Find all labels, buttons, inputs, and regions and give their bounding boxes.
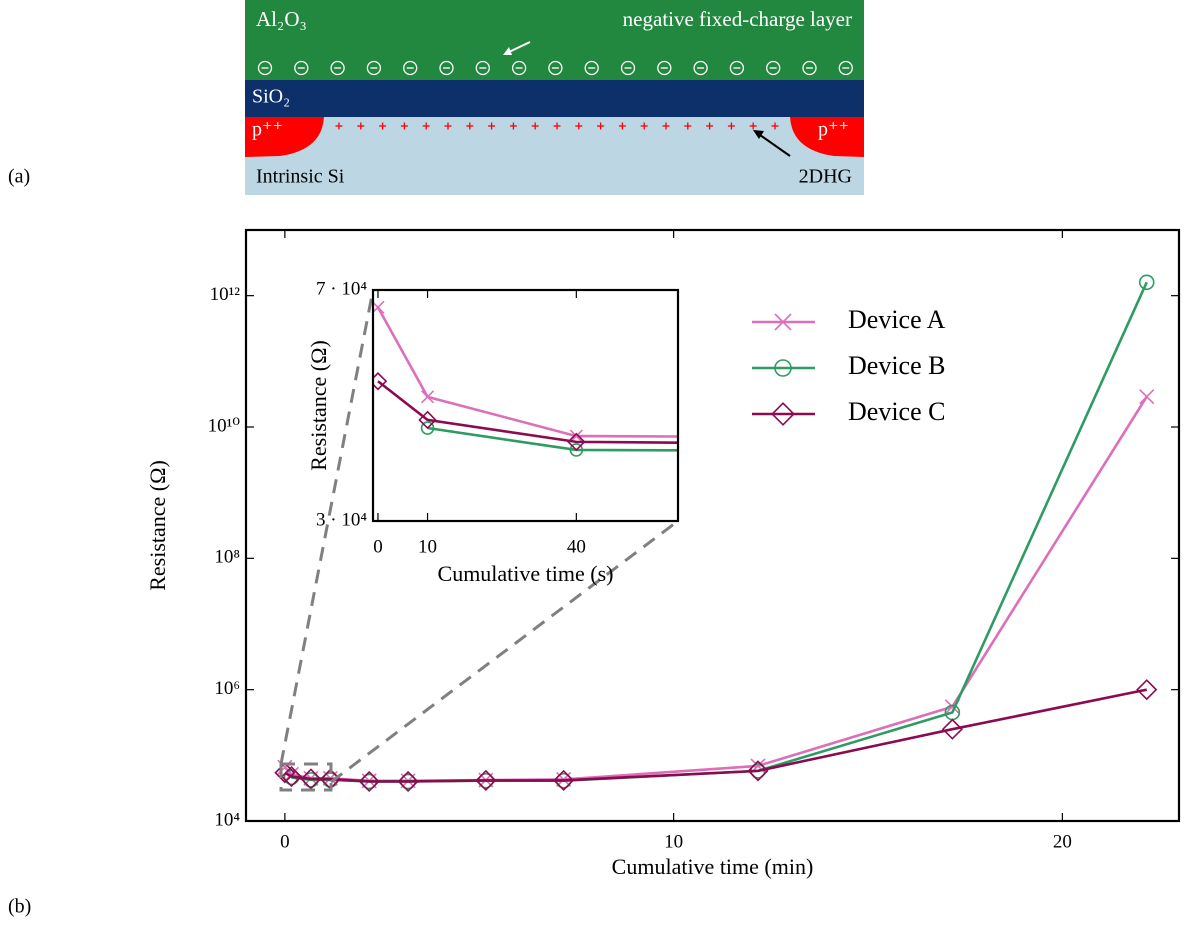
negative-charge: [838, 60, 853, 76]
marker: [420, 390, 435, 404]
x-tick-label: 20: [1053, 831, 1072, 852]
plot-area: [373, 290, 678, 521]
zoom-line: [330, 519, 679, 784]
x-tick-label: 0: [373, 536, 383, 557]
legend-label: Device A: [848, 305, 946, 334]
legend-label: Device C: [848, 397, 945, 426]
charge-symbols: [257, 60, 853, 130]
marker: [1139, 389, 1155, 405]
contact-label: p⁺⁺: [252, 119, 283, 141]
negative-charge: [257, 60, 273, 76]
y-tick-label: 3 · 10⁴: [316, 509, 367, 530]
legend-label: Device B: [848, 351, 945, 380]
contact-label: p⁺⁺: [818, 119, 849, 141]
marker: [358, 770, 380, 793]
x-tick-label: 10: [664, 831, 683, 852]
series-line: [376, 306, 678, 438]
zoom-line: [279, 289, 375, 765]
contact-region: [790, 117, 864, 157]
plot-frame: [244, 228, 1181, 823]
marker: [373, 372, 388, 391]
y-tick-label: 10⁴: [214, 809, 240, 830]
negative-charge: [693, 60, 708, 76]
marker: [280, 765, 303, 788]
y-axis-label: Resistance (Ω): [306, 340, 331, 471]
negative-charge: [802, 60, 817, 76]
x-tick-label: 40: [567, 536, 586, 557]
dielectric-layer: [245, 80, 864, 117]
gas-label: 2DHG: [799, 166, 852, 188]
series-line: [377, 380, 678, 444]
marker: [567, 432, 586, 452]
legend-marker: [774, 359, 792, 377]
legend-marker: [774, 313, 792, 331]
marker: [553, 769, 575, 791]
negative-charge: [511, 60, 527, 76]
marker: [1138, 274, 1155, 291]
contact-region: [245, 117, 324, 157]
x-axis-label: Cumulative time (s): [438, 561, 614, 586]
substrate-label: Intrinsic Si: [256, 166, 345, 188]
marker: [418, 410, 437, 430]
y-tick-label: 10¹⁰: [208, 415, 241, 436]
marker: [274, 762, 296, 784]
zoom-box: [279, 762, 333, 792]
negative-charge: [729, 60, 745, 76]
negative-charge: [294, 60, 309, 76]
marker: [475, 769, 497, 791]
negative-charge: [475, 60, 490, 76]
arrow-head: [503, 47, 512, 55]
arrow-head: [753, 130, 764, 139]
x-tick-label: 0: [280, 831, 290, 852]
marker: [1136, 679, 1158, 701]
y-tick-label: 7 · 10⁴: [316, 278, 367, 299]
arrow: [508, 41, 531, 53]
series-line: [284, 688, 1147, 783]
plot-frame: [371, 288, 680, 523]
substrate: [245, 117, 864, 195]
device-diagram: Al₂O₃ negative fixed-charge layer SiO₂ p…: [245, 0, 864, 195]
x-axis-label: Cumulative time (min): [612, 854, 814, 879]
charge-layer-label: negative fixed-charge layer: [623, 7, 852, 31]
marker: [420, 421, 435, 435]
negative-charge: [657, 60, 672, 76]
series-group: [373, 300, 678, 457]
dielectric-label: SiO₂: [252, 86, 290, 108]
oxide-layer: [245, 0, 864, 80]
zoom-indicator: [279, 289, 679, 792]
negative-charge: [766, 60, 781, 76]
arrow: [759, 134, 791, 157]
x-tick-label: 10: [418, 536, 437, 557]
panel-label: (b): [8, 896, 31, 918]
y-tick-label: 10⁶: [214, 678, 240, 699]
series-group: [274, 274, 1158, 793]
negative-charge: [439, 60, 454, 76]
marker: [569, 443, 584, 457]
marker: [300, 768, 322, 790]
marker: [941, 718, 963, 740]
negative-charge: [366, 60, 382, 76]
marker: [397, 770, 419, 793]
legend-marker: [771, 402, 795, 426]
inset-chart: 0 10 40 3 · 10⁴ 7 · 10⁴ Cumulative time (s) Re…: [306, 278, 680, 586]
y-axis-label: Resistance (Ω): [145, 460, 170, 591]
oxide-label: Al₂O₃: [256, 7, 307, 31]
negative-charge: [403, 60, 418, 76]
y-tick-label: 10⁸: [214, 547, 240, 568]
marker: [747, 760, 769, 782]
negative-charge: [620, 60, 636, 76]
panel-label: (a): [8, 166, 30, 188]
negative-charge: [330, 60, 345, 76]
y-tick-label: 10¹²: [210, 284, 241, 305]
negative-charge: [584, 60, 599, 76]
negative-charge: [548, 60, 563, 76]
